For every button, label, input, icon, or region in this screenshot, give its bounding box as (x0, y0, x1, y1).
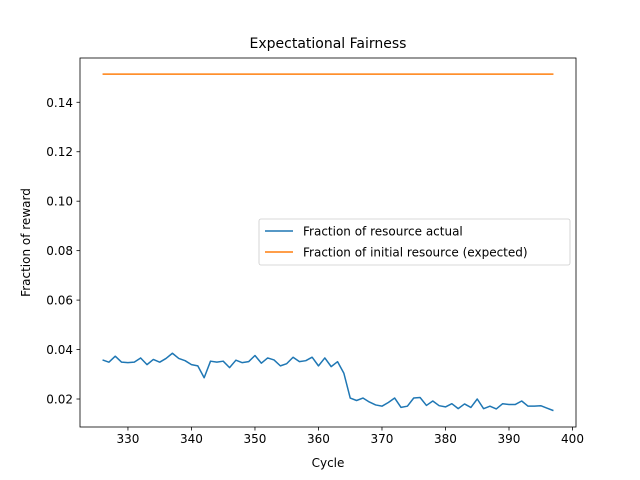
series-layer (102, 73, 554, 412)
x-tick-label: 360 (307, 432, 330, 446)
y-axis-label: Fraction of reward (19, 188, 33, 297)
legend-box (258, 218, 571, 266)
x-tick-label: 350 (244, 432, 267, 446)
y-tick-label: 0.14 (46, 96, 73, 110)
y-tick-label: 0.06 (46, 294, 73, 308)
x-tick-label: 380 (434, 432, 457, 446)
y-tick-label: 0.12 (46, 145, 73, 159)
y-axis-ticks: 0.02 0.04 0.06 0.08 0.10 0.12 0.14 (46, 96, 80, 407)
legend-label-expected: Fraction of initial resource (expected) (303, 246, 528, 260)
chart-title: Expectational Fairness (250, 36, 407, 52)
x-axis-ticks: 330 340 350 360 370 380 390 400 (116, 427, 584, 446)
legend-label-actual: Fraction of resource actual (303, 225, 463, 239)
y-tick-label: 0.02 (46, 393, 73, 407)
x-tick-label: 390 (498, 432, 521, 446)
y-tick-label: 0.08 (46, 244, 73, 258)
x-tick-label: 330 (116, 432, 139, 446)
x-axis-label: Cycle (312, 456, 345, 470)
plot-frame (79, 57, 577, 428)
x-tick-label: 400 (561, 432, 584, 446)
series-line-actual (102, 352, 554, 412)
x-tick-label: 370 (371, 432, 394, 446)
x-tick-label: 340 (180, 432, 203, 446)
y-tick-label: 0.04 (46, 343, 73, 357)
legend: Fraction of resource actual Fraction of … (258, 218, 571, 266)
y-tick-label: 0.10 (46, 195, 73, 209)
